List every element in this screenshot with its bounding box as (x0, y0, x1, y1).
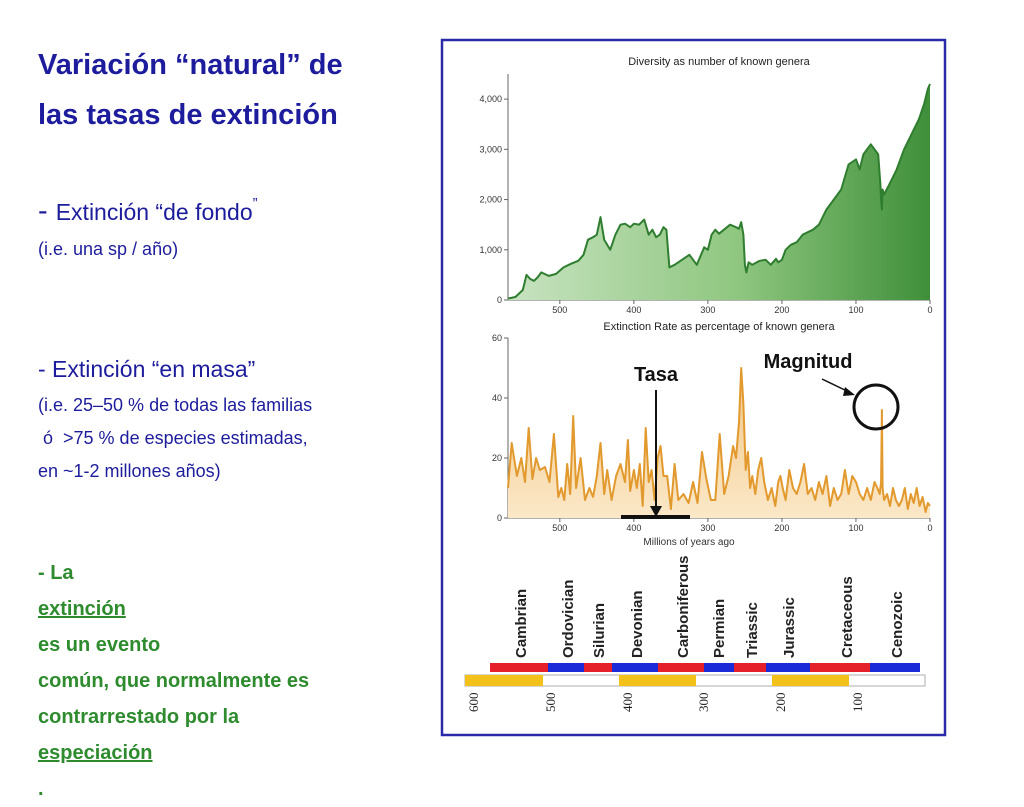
scale-bar-segment (619, 675, 696, 686)
extinction-x-tick-label: 400 (626, 523, 641, 533)
background-heading-text: Extinción “de fondo (55, 199, 253, 225)
conclusion-text-part: - La (38, 562, 74, 584)
tasa-label: Tasa (634, 364, 679, 386)
extinction-y-tick-label: 0 (497, 513, 502, 523)
scale-bar-segment (465, 675, 543, 686)
diversity-area (508, 84, 930, 300)
extinction-x-tick-label: 200 (774, 523, 789, 533)
period-bar-segment (870, 663, 920, 672)
period-bar-segment (548, 663, 584, 672)
period-label-devonian: Devonian (629, 590, 646, 658)
conclusion-line-3: contrarrestado por la (38, 706, 240, 728)
title-line-1: Variación “natural” de (38, 49, 343, 81)
geologic-timescale: Cambrian Ordovician Silurian Devonian Carbon… (464, 555, 926, 713)
chart-annotations: Tasa Magnitud (621, 351, 900, 519)
slide-title: Variación “natural” de las tasas de exti… (38, 40, 418, 140)
scale-label-100: 100 (850, 693, 865, 713)
conclusion-line-2: común, que normalmente es (38, 670, 310, 692)
figure-frame (440, 38, 947, 737)
period-label-cambrian: Cambrian (513, 589, 530, 658)
extinction-chart-title: Extinction Rate as percentage of known g… (603, 321, 835, 333)
period-bar-segment (612, 663, 658, 672)
mass-detail-line-3: en ~1-2 millones años) (38, 461, 221, 481)
diversity-line (507, 83, 931, 300)
period-bar-segment (658, 663, 704, 672)
period-label-cenozoic: Cenozoic (889, 591, 906, 658)
geologic-figure: Diversity as number of known genera 0 1,00… (440, 38, 947, 737)
magnitud-circle (852, 383, 900, 431)
mass-extinction-heading: - Extinción “en masa” (38, 356, 256, 382)
background-heading-dash: - (38, 195, 56, 227)
magnitud-arrowhead (843, 387, 855, 396)
diversity-y-tick-label: 0 (497, 295, 502, 305)
diversity-y-tick-label: 3,000 (479, 144, 502, 154)
diversity-x-tick-label: 0 (927, 305, 932, 315)
extinction-y-tick-label: 20 (492, 453, 502, 463)
scale-label-300: 300 (696, 693, 711, 713)
extinction-y-tick-label: 40 (492, 393, 502, 403)
magnitud-label: Magnitud (764, 351, 853, 373)
background-extinction-note: (i.e. una sp / año) (38, 239, 179, 259)
title-line-2: las tasas de extinción (38, 99, 338, 131)
conclusion-text-part: es un evento (38, 634, 161, 656)
extinction-x-tick-label: 100 (848, 523, 863, 533)
diversity-x-tick-label: 200 (774, 305, 789, 315)
diversity-x-tick-label: 300 (700, 305, 715, 315)
scale-bar-segment (772, 675, 849, 686)
diversity-y-tick-label: 4,000 (479, 94, 502, 104)
period-label-jurassic: Jurassic (781, 597, 798, 658)
extincion-word: extinción (38, 598, 126, 620)
extinction-area (508, 368, 930, 518)
diversity-y-tick-label: 1,000 (479, 245, 502, 255)
background-heading-end: ” (252, 195, 258, 212)
period-label-ordovician: Ordovician (560, 580, 577, 658)
diversity-chart: Diversity as number of known genera 0 1,00… (479, 56, 932, 315)
period-label-cretaceous: Cretaceous (839, 576, 856, 658)
scale-label-400: 400 (620, 693, 635, 713)
especiacion-word: especiación (38, 742, 153, 764)
period-bar-segment (734, 663, 766, 672)
period-bar-segment (810, 663, 870, 672)
period-bar-segment (704, 663, 734, 672)
scale-label-500: 500 (543, 693, 558, 713)
extinction-x-tick-label: 300 (700, 523, 715, 533)
period-label-carboniferous: Carboniferous (675, 555, 692, 658)
conclusion-line-1: - La extinción es un evento (38, 555, 428, 663)
diversity-chart-title: Diversity as number of known genera (628, 56, 810, 68)
extinction-rate-chart: Extinction Rate as percentage of known g… (492, 321, 933, 548)
period-label-silurian: Silurian (591, 603, 608, 658)
scale-label-200: 200 (773, 693, 788, 713)
diversity-x-tick-label: 500 (552, 305, 567, 315)
mass-detail-line-1: (i.e. 25–50 % de todas las familias (38, 395, 313, 415)
tasa-arrowhead (650, 506, 662, 517)
extinction-y-tick-label: 60 (492, 333, 502, 343)
mass-extinction-details: (i.e. 25–50 % de todas las familias ó >7… (38, 389, 312, 488)
period-bar-segment (490, 663, 548, 672)
scale-label-600: 600 (466, 693, 481, 713)
diversity-x-tick-label: 400 (626, 305, 641, 315)
extinction-x-axis-label: Millions of years ago (643, 537, 735, 548)
conclusion-text-part: . (38, 778, 44, 800)
diversity-x-tick-label: 100 (848, 305, 863, 315)
conclusion-text: - La extinción es un evento común, que n… (38, 555, 428, 807)
extinction-x-tick-label: 0 (927, 523, 932, 533)
diversity-y-tick-label: 2,000 (479, 195, 502, 205)
period-label-permian: Permian (711, 599, 728, 658)
period-bar-segment (584, 663, 612, 672)
mass-detail-line-2: ó >75 % de especies estimadas, (38, 428, 308, 448)
period-label-triassic: Triassic (744, 602, 761, 658)
extinction-line (507, 367, 931, 513)
extinction-x-tick-label: 500 (552, 523, 567, 533)
period-bar-segment (766, 663, 810, 672)
background-extinction-heading: - Extinción “de fondo” (38, 195, 258, 228)
